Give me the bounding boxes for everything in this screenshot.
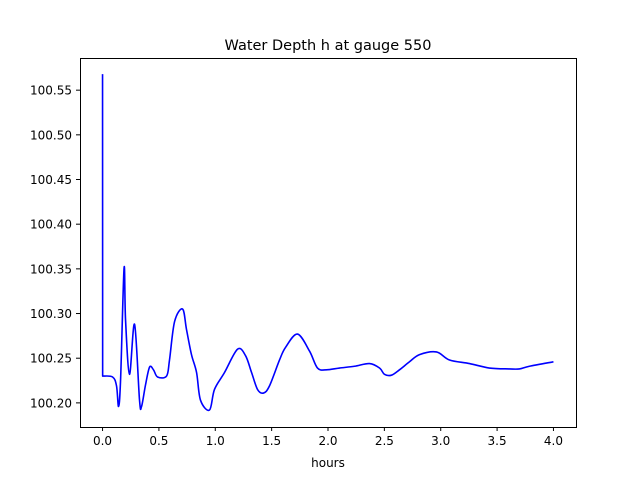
y-tick-label: 100.50	[30, 128, 72, 142]
x-tick-label: 1.0	[206, 434, 225, 448]
y-tick-label: 100.55	[30, 84, 72, 98]
x-tick-label: 3.0	[431, 434, 450, 448]
chart-title: Water Depth h at gauge 550	[225, 38, 432, 54]
x-tick-label: 3.5	[488, 434, 507, 448]
y-axis: 100.20 100.25 100.30 100.35 100.40 100.45 100.…	[30, 84, 80, 410]
x-tick-label: 0.0	[93, 434, 112, 448]
x-tick-label: 2.5	[375, 434, 394, 448]
x-tick-label: 4.0	[544, 434, 563, 448]
y-tick-label: 100.30	[30, 307, 72, 321]
y-tick-label: 100.25	[30, 352, 72, 366]
y-tick-label: 100.35	[30, 262, 72, 276]
x-axis: 0.0 0.5 1.0 1.5 2.0 2.5 3.0 3.5 4.0	[93, 427, 563, 448]
series-layer	[101, 74, 554, 412]
y-tick-label: 100.20	[30, 396, 72, 410]
y-tick-label: 100.40	[30, 218, 72, 232]
y-tick-label: 100.45	[30, 173, 72, 187]
x-tick-label: 0.5	[149, 434, 168, 448]
x-axis-label: hours	[311, 456, 345, 470]
series-line-h	[101, 74, 554, 412]
x-tick-label: 2.0	[318, 434, 337, 448]
x-tick-label: 1.5	[262, 434, 281, 448]
